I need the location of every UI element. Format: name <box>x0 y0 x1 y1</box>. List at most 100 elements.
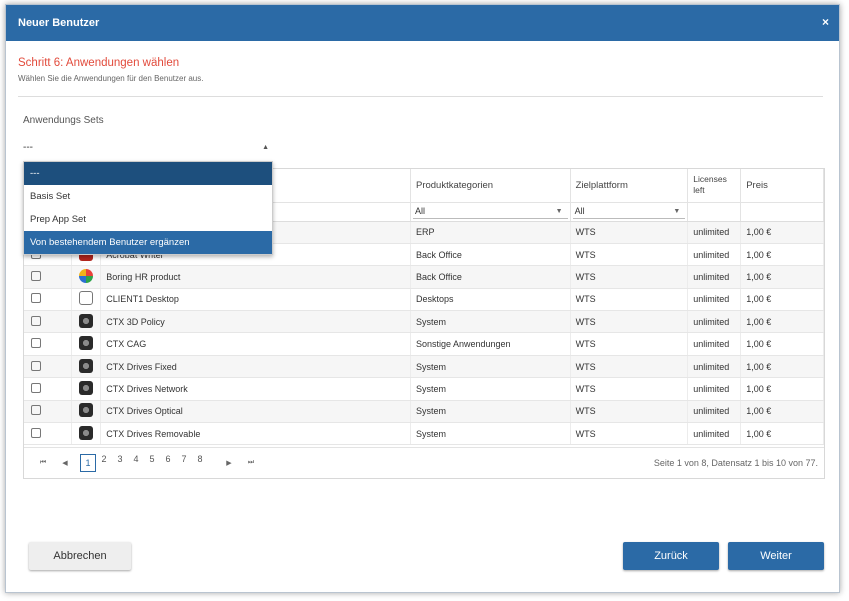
filter-category-value: All <box>414 206 425 216</box>
row-platform: WTS <box>570 310 689 334</box>
row-price: 1,00 € <box>740 265 824 289</box>
table-row[interactable]: CLIENT1 Desktop Desktops WTS unlimited 1,00 … <box>24 288 824 312</box>
row-licenses: unlimited <box>687 243 742 267</box>
row-name: CTX 3D Policy <box>100 310 411 334</box>
first-page-icon[interactable]: ⏮ <box>39 459 47 466</box>
row-category: System <box>410 310 571 334</box>
row-platform: WTS <box>570 288 689 312</box>
page-link[interactable]: 2 <box>101 454 107 464</box>
next-page-icon[interactable]: ▶ <box>226 460 232 467</box>
table-row[interactable]: CTX Drives Fixed System WTS unlimited 1,00 € <box>24 355 824 379</box>
table-row[interactable]: Boring HR product Back Office WTS unlimited… <box>24 265 824 289</box>
table-row[interactable]: CTX Drives Optical System WTS unlimited 1,00… <box>24 400 824 424</box>
applications-grid: Produktkategorien Zielplattform Licenses… <box>23 168 825 479</box>
table-row[interactable]: CTX Drives Network System WTS unlimited 1,00… <box>24 377 824 401</box>
row-price: 1,00 € <box>740 288 824 312</box>
row-icon-cell <box>71 288 102 312</box>
sets-option-none[interactable]: --- <box>24 162 272 185</box>
row-name: CTX Drives Optical <box>100 400 411 424</box>
page-link[interactable]: 1 <box>80 454 96 472</box>
row-icon-cell <box>71 310 102 334</box>
row-category: Sonstige Anwendungen <box>410 332 571 356</box>
sets-dropdown: --- Basis Set Prep App Set Von bestehend… <box>23 161 273 255</box>
row-checkbox-cell <box>24 288 73 312</box>
row-checkbox-cell <box>24 422 73 446</box>
cancel-button[interactable]: Abbrechen <box>29 542 131 570</box>
chevron-down-icon: ▼ <box>555 208 563 215</box>
row-licenses: unlimited <box>687 400 742 424</box>
row-checkbox[interactable] <box>31 270 41 281</box>
row-price: 1,00 € <box>740 377 824 401</box>
header-category[interactable]: Produktkategorien <box>410 169 571 203</box>
row-price: 1,00 € <box>740 400 824 424</box>
row-checkbox[interactable] <box>31 360 41 371</box>
sets-select[interactable]: --- ▲ <box>23 142 273 158</box>
row-category: Back Office <box>410 265 571 289</box>
row-name: Boring HR product <box>100 265 411 289</box>
row-price: 1,00 € <box>740 310 824 334</box>
row-licenses: unlimited <box>687 265 742 289</box>
step-subtitle: Wählen Sie die Anwendungen für den Benut… <box>18 74 204 83</box>
row-category: ERP <box>410 221 571 244</box>
close-icon[interactable]: × <box>821 15 829 29</box>
table-row[interactable]: CTX CAG Sonstige Anwendungen WTS unlimited 1… <box>24 332 824 356</box>
citrix-icon <box>79 380 94 395</box>
row-platform: WTS <box>570 377 689 401</box>
filter-platform[interactable]: All ▼ <box>570 202 689 222</box>
sets-option-prep[interactable]: Prep App Set <box>30 214 86 225</box>
row-name: CTX Drives Fixed <box>100 355 411 379</box>
chevron-down-icon: ▼ <box>673 208 681 215</box>
row-icon-cell <box>71 332 102 356</box>
row-category: System <box>410 355 571 379</box>
row-icon-cell <box>71 377 102 401</box>
row-checkbox[interactable] <box>31 293 41 304</box>
row-category: System <box>410 377 571 401</box>
header-licenses[interactable]: Licenses left <box>687 169 742 203</box>
row-category: System <box>410 400 571 424</box>
page-link[interactable]: 7 <box>181 454 187 464</box>
row-checkbox-cell <box>24 400 73 424</box>
table-row[interactable]: CTX Drives Removable System WTS unlimited 1,… <box>24 422 824 446</box>
row-icon-cell <box>71 265 102 289</box>
page-link[interactable]: 5 <box>149 454 155 464</box>
back-button[interactable]: Zurück <box>623 542 719 570</box>
citrix-icon <box>79 403 94 418</box>
sets-option-basis[interactable]: Basis Set <box>30 191 71 202</box>
last-page-icon[interactable]: ⏭ <box>247 459 255 466</box>
row-checkbox[interactable] <box>31 427 41 438</box>
filter-category[interactable]: All ▼ <box>410 202 571 222</box>
citrix-icon <box>79 336 94 351</box>
row-icon-cell <box>71 355 102 379</box>
filter-platform-value: All <box>574 206 585 216</box>
row-checkbox[interactable] <box>31 338 41 349</box>
row-licenses: unlimited <box>687 332 742 356</box>
dialog-titlebar: Neuer Benutzer × <box>6 5 839 41</box>
row-checkbox[interactable] <box>31 405 41 416</box>
dialog-title: Neuer Benutzer <box>18 17 100 29</box>
next-button[interactable]: Weiter <box>728 542 824 570</box>
sets-select-value: --- <box>23 142 33 153</box>
row-checkbox[interactable] <box>31 315 41 326</box>
row-category: Back Office <box>410 243 571 267</box>
prev-page-icon[interactable]: ◀ <box>62 460 68 467</box>
row-checkbox[interactable] <box>31 382 41 393</box>
desktop-icon <box>79 291 94 306</box>
sets-label: Anwendungs Sets <box>23 115 104 126</box>
row-platform: WTS <box>570 221 689 244</box>
row-platform: WTS <box>570 265 689 289</box>
header-price[interactable]: Preis <box>740 169 824 203</box>
row-price: 1,00 € <box>740 355 824 379</box>
row-licenses: unlimited <box>687 310 742 334</box>
row-icon-cell <box>71 422 102 446</box>
divider <box>18 96 823 97</box>
sets-option-copy-user[interactable]: Von bestehendem Benutzer ergänzen <box>24 231 272 254</box>
page-link[interactable]: 8 <box>197 454 203 464</box>
row-category: System <box>410 422 571 446</box>
page-link[interactable]: 4 <box>133 454 139 464</box>
header-platform[interactable]: Zielplattform <box>570 169 689 203</box>
table-row[interactable]: CTX 3D Policy System WTS unlimited 1,00 € <box>24 310 824 334</box>
page-link[interactable]: 6 <box>165 454 171 464</box>
page-link[interactable]: 3 <box>117 454 123 464</box>
filter-price-cell <box>740 202 824 222</box>
